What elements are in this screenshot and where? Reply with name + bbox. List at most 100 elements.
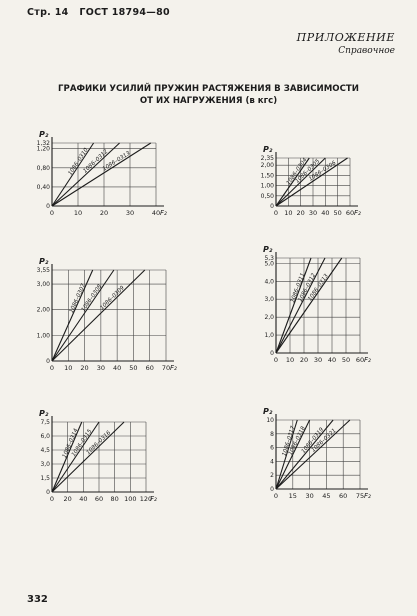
chart-2: 0 10 20 30 40 50 6000,501,001,502,002,35P₂F₂10… bbox=[261, 145, 361, 217]
x-tick-label: 100 bbox=[124, 495, 136, 503]
x-tick-label: 20 bbox=[300, 356, 308, 364]
figure-title-line-2: ОТ ИХ НАГРУЖЕНИЯ (в кгс) bbox=[139, 96, 278, 106]
x-tick-label: 40 bbox=[113, 364, 121, 372]
y-axis-label: P₂ bbox=[39, 257, 49, 266]
x-tick-label: 60 bbox=[339, 492, 347, 500]
x-tick-label: 75 bbox=[356, 492, 364, 500]
appendix-subtitle: Справочное bbox=[338, 46, 395, 56]
y-tick-label: 1,5 bbox=[40, 475, 50, 482]
series-line bbox=[51, 421, 125, 493]
x-tick-label: 15 bbox=[289, 492, 297, 500]
x-tick-label: 10 bbox=[284, 209, 292, 217]
chart-4: 0 10 20 30 40 50 6001,02,03,04,05,05,3P₂F₂1086… bbox=[263, 245, 371, 364]
series-label: 1086–0309 bbox=[99, 285, 126, 311]
x-tick-label: 50 bbox=[129, 364, 137, 372]
chart-6: 0 15 30 45 60 750246810P₂F₂1086–03171086–0318… bbox=[263, 407, 371, 500]
appendix-title: ПРИЛОЖЕНИЕ bbox=[296, 31, 395, 44]
x-tick-label: 10 bbox=[286, 356, 294, 364]
x-tick-label: 80 bbox=[111, 495, 119, 503]
chart-5: 0 20 40 60 80 100 12001,53,04,56,07,5P₂F₂1086–… bbox=[39, 409, 157, 503]
appendix-block: ПРИЛОЖЕНИЕ Справочное bbox=[297, 31, 395, 56]
x-tick-label: 30 bbox=[126, 209, 134, 217]
y-tick-label: 1,00 bbox=[37, 332, 51, 339]
x-axis-label: F₂ bbox=[160, 209, 167, 217]
x-tick-label: 10 bbox=[74, 209, 82, 217]
y-tick-label: 8 bbox=[270, 431, 274, 438]
series-line bbox=[275, 157, 326, 207]
page-label: Стр. 14 bbox=[27, 7, 69, 18]
x-axis-label: F₂ bbox=[364, 356, 371, 364]
y-axis-label: P₂ bbox=[39, 409, 49, 418]
y-axis-label: P₂ bbox=[263, 145, 273, 154]
x-tick-label: 40 bbox=[152, 209, 160, 217]
series-line bbox=[51, 421, 83, 493]
x-tick-label: 60 bbox=[346, 209, 354, 217]
y-tick-label: 6 bbox=[270, 445, 274, 452]
y-tick-label: 0 bbox=[270, 203, 274, 210]
y-tick-label: 1,00 bbox=[261, 183, 275, 190]
y-tick-label: 1,0 bbox=[264, 332, 274, 339]
x-tick-label: 60 bbox=[95, 495, 103, 503]
series-line bbox=[51, 142, 120, 207]
x-tick-label: 60 bbox=[356, 356, 364, 364]
series-line bbox=[51, 269, 146, 362]
y-tick-label: 2,00 bbox=[37, 307, 51, 314]
x-axis-label: F₂ bbox=[354, 209, 361, 217]
y-tick-label: 0 bbox=[46, 358, 50, 365]
x-tick-label: 0 bbox=[50, 209, 54, 217]
x-tick-label: 50 bbox=[334, 209, 342, 217]
y-tick-label: 0 bbox=[270, 486, 274, 493]
x-tick-label: 0 bbox=[274, 209, 278, 217]
x-tick-label: 30 bbox=[97, 364, 105, 372]
x-tick-label: 20 bbox=[100, 209, 108, 217]
y-tick-label: 4,5 bbox=[40, 447, 50, 454]
y-tick-label: 2,35 bbox=[261, 155, 275, 162]
series-line bbox=[275, 419, 311, 490]
x-tick-label: 45 bbox=[322, 492, 330, 500]
x-tick-label: 0 bbox=[274, 356, 278, 364]
x-tick-label: 20 bbox=[64, 495, 72, 503]
x-tick-label: 70 bbox=[162, 364, 170, 372]
x-tick-label: 120 bbox=[140, 495, 152, 503]
page-number: 332 bbox=[27, 594, 48, 605]
y-tick-label: 1,32 bbox=[37, 140, 51, 147]
page-header: Стр. 14 ГОСТ 18794—80 bbox=[27, 7, 170, 18]
y-tick-label: 2,0 bbox=[264, 314, 274, 321]
series-line bbox=[51, 269, 115, 362]
y-tick-label: 1,20 bbox=[37, 146, 51, 153]
y-tick-label: 0 bbox=[270, 350, 274, 357]
y-tick-label: 1,50 bbox=[261, 172, 275, 179]
x-tick-label: 30 bbox=[309, 209, 317, 217]
series-line bbox=[51, 142, 95, 207]
standard-number: ГОСТ 18794—80 bbox=[79, 7, 170, 18]
x-tick-label: 0 bbox=[274, 492, 278, 500]
series-line bbox=[275, 257, 312, 354]
y-tick-label: 5,3 bbox=[264, 255, 274, 262]
series-line bbox=[275, 257, 343, 354]
figure-title: ГРАФИКИ УСИЛИЙ ПРУЖИН РАСТЯЖЕНИЯ В ЗАВИС… bbox=[0, 83, 417, 107]
chart-1: 0 10 20 30 4000,400,801,201,32P₂F₂1086–03101… bbox=[37, 130, 167, 217]
x-tick-label: 40 bbox=[328, 356, 336, 364]
series-line bbox=[275, 157, 310, 207]
x-axis-label: F₂ bbox=[150, 495, 157, 503]
y-tick-label: 2 bbox=[270, 472, 274, 479]
x-tick-label: 30 bbox=[314, 356, 322, 364]
x-tick-label: 20 bbox=[297, 209, 305, 217]
y-tick-label: 0 bbox=[46, 489, 50, 496]
x-tick-label: 30 bbox=[305, 492, 313, 500]
y-tick-label: 7,5 bbox=[40, 419, 50, 426]
x-tick-label: 0 bbox=[50, 495, 54, 503]
series-line bbox=[275, 257, 326, 354]
series-line bbox=[51, 269, 94, 362]
y-tick-label: 2,00 bbox=[261, 162, 275, 169]
x-axis-label: F₂ bbox=[170, 364, 177, 372]
figure-title-line-1: ГРАФИКИ УСИЛИЙ ПРУЖИН РАСТЯЖЕНИЯ В ЗАВИС… bbox=[58, 84, 359, 94]
x-tick-label: 10 bbox=[64, 364, 72, 372]
y-tick-label: 0,40 bbox=[37, 184, 51, 191]
y-tick-label: 0 bbox=[46, 203, 50, 210]
x-tick-label: 40 bbox=[321, 209, 329, 217]
x-tick-label: 0 bbox=[50, 364, 54, 372]
y-tick-label: 4,0 bbox=[264, 278, 274, 285]
y-axis-label: P₂ bbox=[263, 245, 273, 254]
x-tick-label: 60 bbox=[146, 364, 154, 372]
